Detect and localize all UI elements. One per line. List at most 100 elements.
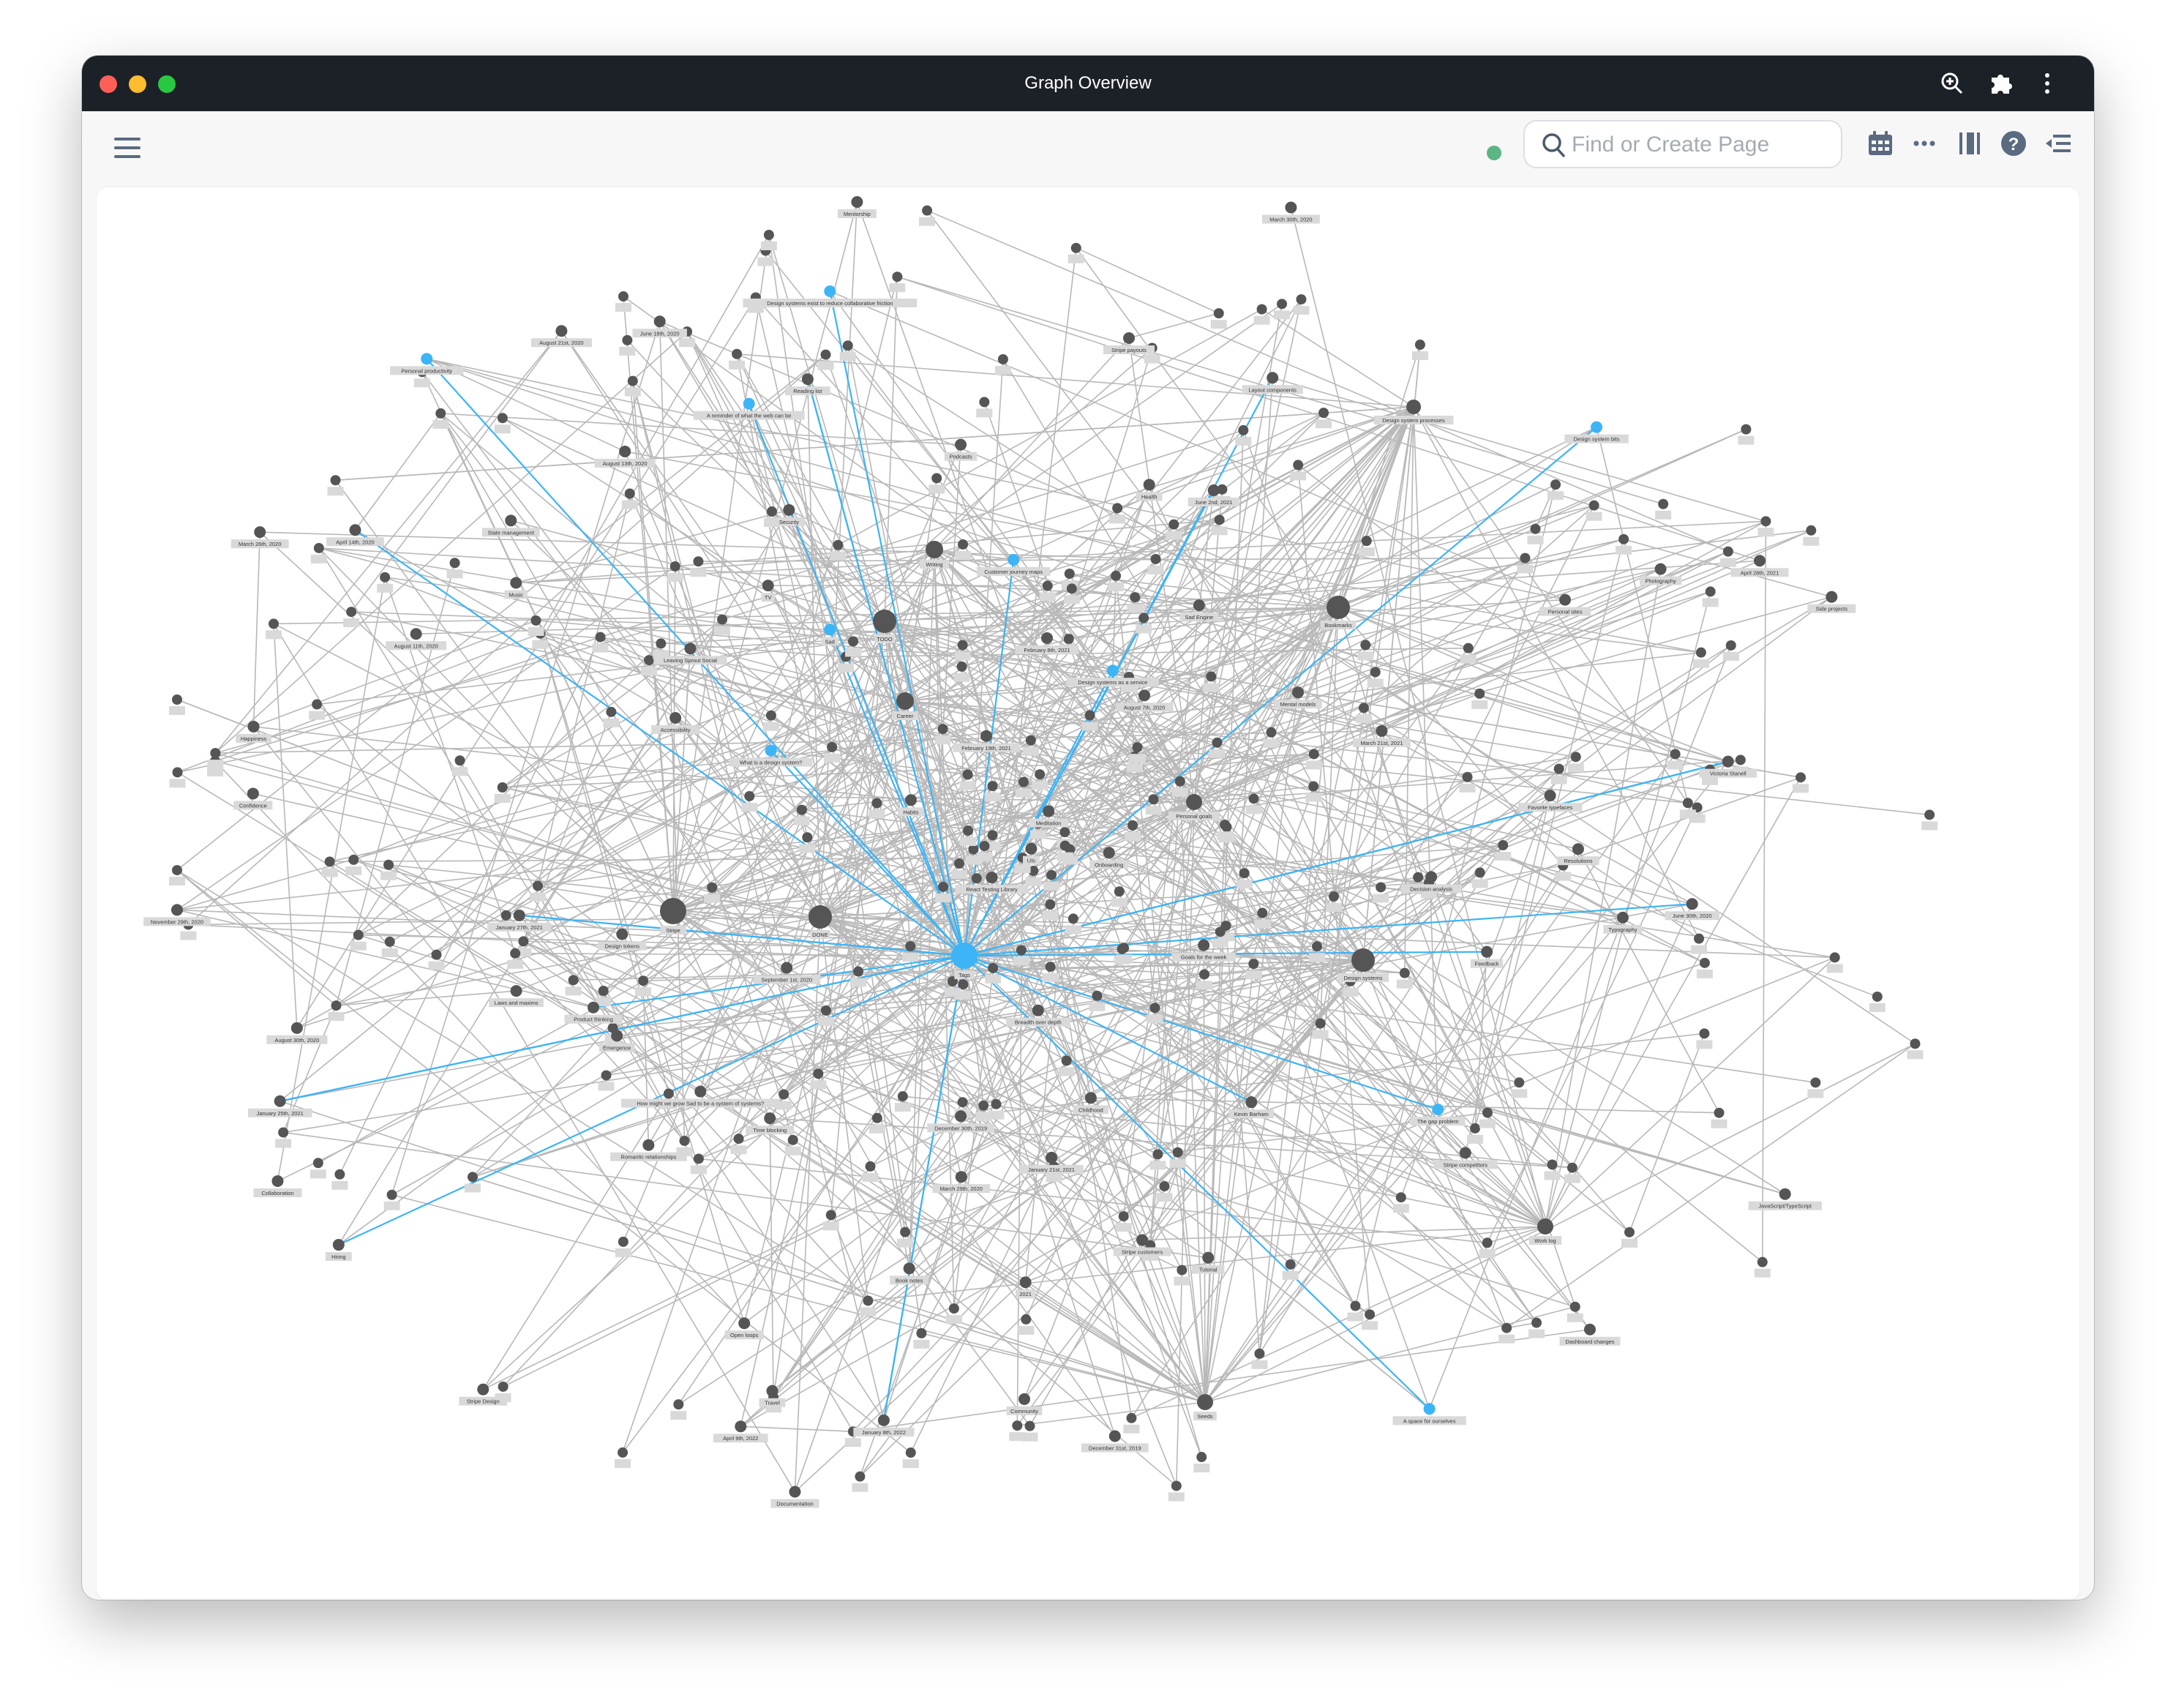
- graph-node[interactable]: [897, 1226, 914, 1248]
- graph-node[interactable]: [169, 694, 185, 715]
- node-dot[interactable]: [1103, 847, 1115, 859]
- node-dot[interactable]: [1126, 1412, 1137, 1423]
- graph-node[interactable]: Reading list: [785, 373, 830, 396]
- graph-node[interactable]: [690, 1153, 707, 1175]
- node-dot[interactable]: [937, 724, 948, 735]
- node-dot[interactable]: [1112, 503, 1123, 514]
- graph-node[interactable]: [1312, 1018, 1329, 1039]
- graph-node[interactable]: December 30th, 2019: [927, 1110, 995, 1133]
- graph-node[interactable]: [714, 614, 731, 635]
- graph-node[interactable]: [1212, 926, 1228, 948]
- node-dot[interactable]: [978, 1100, 989, 1111]
- graph-node[interactable]: Music: [504, 577, 528, 599]
- node-dot[interactable]: [247, 787, 259, 800]
- node-dot[interactable]: [781, 962, 793, 974]
- node-dot[interactable]: [271, 1175, 284, 1187]
- graph-node[interactable]: [690, 556, 707, 577]
- node-dot[interactable]: [1395, 1192, 1406, 1203]
- node-dot[interactable]: [1199, 969, 1210, 980]
- node-dot[interactable]: [1024, 1420, 1035, 1431]
- node-dot[interactable]: [1285, 201, 1297, 214]
- node-dot[interactable]: [789, 1486, 801, 1498]
- graph-node[interactable]: [1495, 840, 1512, 861]
- node-dot[interactable]: [1741, 424, 1752, 435]
- node-dot[interactable]: [1248, 793, 1259, 804]
- node-dot[interactable]: [971, 873, 982, 884]
- node-dot[interactable]: [510, 985, 522, 997]
- graph-node[interactable]: [350, 929, 367, 951]
- node-dot[interactable]: [1327, 596, 1350, 619]
- node-dot[interactable]: [1514, 1077, 1525, 1088]
- node-dot[interactable]: [421, 353, 433, 365]
- graph-hub-node[interactable]: Design systems: [1337, 948, 1389, 982]
- graph-node[interactable]: [704, 882, 721, 903]
- graph-node[interactable]: [1039, 580, 1056, 602]
- graph-node[interactable]: [1217, 820, 1234, 841]
- graph-node[interactable]: Resolutions: [1557, 843, 1599, 866]
- node-dot[interactable]: [616, 928, 629, 940]
- graph-node[interactable]: [1169, 1147, 1186, 1168]
- graph-node[interactable]: [1392, 1192, 1409, 1213]
- node-dot[interactable]: [1482, 1107, 1493, 1118]
- graph-node[interactable]: [1722, 640, 1739, 661]
- node-dot[interactable]: [290, 1022, 303, 1034]
- graph-node[interactable]: [1127, 592, 1144, 613]
- node-dot[interactable]: [1238, 424, 1249, 435]
- graph-node[interactable]: [1807, 1077, 1824, 1098]
- node-dot[interactable]: [1196, 1452, 1207, 1463]
- graph-node[interactable]: [1025, 865, 1042, 886]
- graph-node[interactable]: [729, 348, 746, 370]
- node-dot[interactable]: [987, 830, 998, 841]
- node-dot[interactable]: [1474, 867, 1485, 878]
- node-dot[interactable]: [1197, 1394, 1213, 1410]
- node-dot[interactable]: [1046, 869, 1057, 880]
- node-dot[interactable]: [953, 858, 964, 869]
- graph-node[interactable]: June 30th, 2020: [1665, 898, 1719, 921]
- node-dot[interactable]: [1553, 763, 1564, 774]
- node-dot[interactable]: [1018, 1393, 1031, 1405]
- node-dot[interactable]: [1658, 498, 1669, 509]
- graph-node[interactable]: [860, 1295, 877, 1316]
- node-dot[interactable]: [1119, 943, 1130, 954]
- graph-node[interactable]: TV: [761, 580, 776, 602]
- node-dot[interactable]: [1143, 479, 1155, 491]
- graph-node[interactable]: September 1st, 2020: [753, 962, 821, 984]
- graph-node[interactable]: [1696, 1028, 1713, 1049]
- graph-node[interactable]: [207, 748, 224, 769]
- node-dot[interactable]: [824, 285, 836, 297]
- node-dot[interactable]: [1618, 533, 1629, 544]
- more-vertical-icon[interactable]: [2034, 70, 2060, 97]
- node-dot[interactable]: [1214, 514, 1225, 525]
- graph-node[interactable]: Side projects: [1807, 591, 1856, 613]
- node-dot[interactable]: [956, 661, 967, 672]
- node-dot[interactable]: [707, 882, 718, 893]
- graph-node[interactable]: [913, 1327, 930, 1349]
- node-dot[interactable]: [1092, 990, 1103, 1001]
- node-dot[interactable]: [510, 577, 522, 589]
- node-dot[interactable]: [1212, 737, 1223, 748]
- graph-node[interactable]: [919, 205, 936, 226]
- graph-node[interactable]: Happiness: [236, 720, 271, 743]
- graph-node[interactable]: Layout components: [1242, 372, 1303, 394]
- graph-node[interactable]: [985, 962, 1002, 984]
- node-dot[interactable]: [765, 710, 776, 721]
- graph-node[interactable]: [1042, 899, 1059, 921]
- graph-node[interactable]: Product thinking: [564, 1001, 623, 1024]
- graph-node[interactable]: November 29th, 2020: [143, 904, 211, 926]
- node-dot[interactable]: [627, 375, 638, 386]
- node-dot[interactable]: [1106, 664, 1119, 677]
- node-dot[interactable]: [618, 1447, 629, 1458]
- node-dot[interactable]: [1045, 899, 1056, 910]
- node-dot[interactable]: [842, 340, 853, 351]
- graph-node[interactable]: [1171, 776, 1188, 797]
- graph-node[interactable]: What is a design system?: [729, 744, 813, 767]
- graph-node[interactable]: [1567, 1301, 1583, 1322]
- node-dot[interactable]: [624, 488, 635, 499]
- node-dot[interactable]: [968, 844, 979, 855]
- graph-node[interactable]: [1043, 869, 1060, 891]
- node-dot[interactable]: [903, 1262, 915, 1275]
- node-dot[interactable]: [1118, 1211, 1129, 1222]
- zoom-in-icon[interactable]: [1939, 70, 1965, 97]
- node-dot[interactable]: [1481, 945, 1493, 958]
- graph-node[interactable]: [1235, 424, 1252, 446]
